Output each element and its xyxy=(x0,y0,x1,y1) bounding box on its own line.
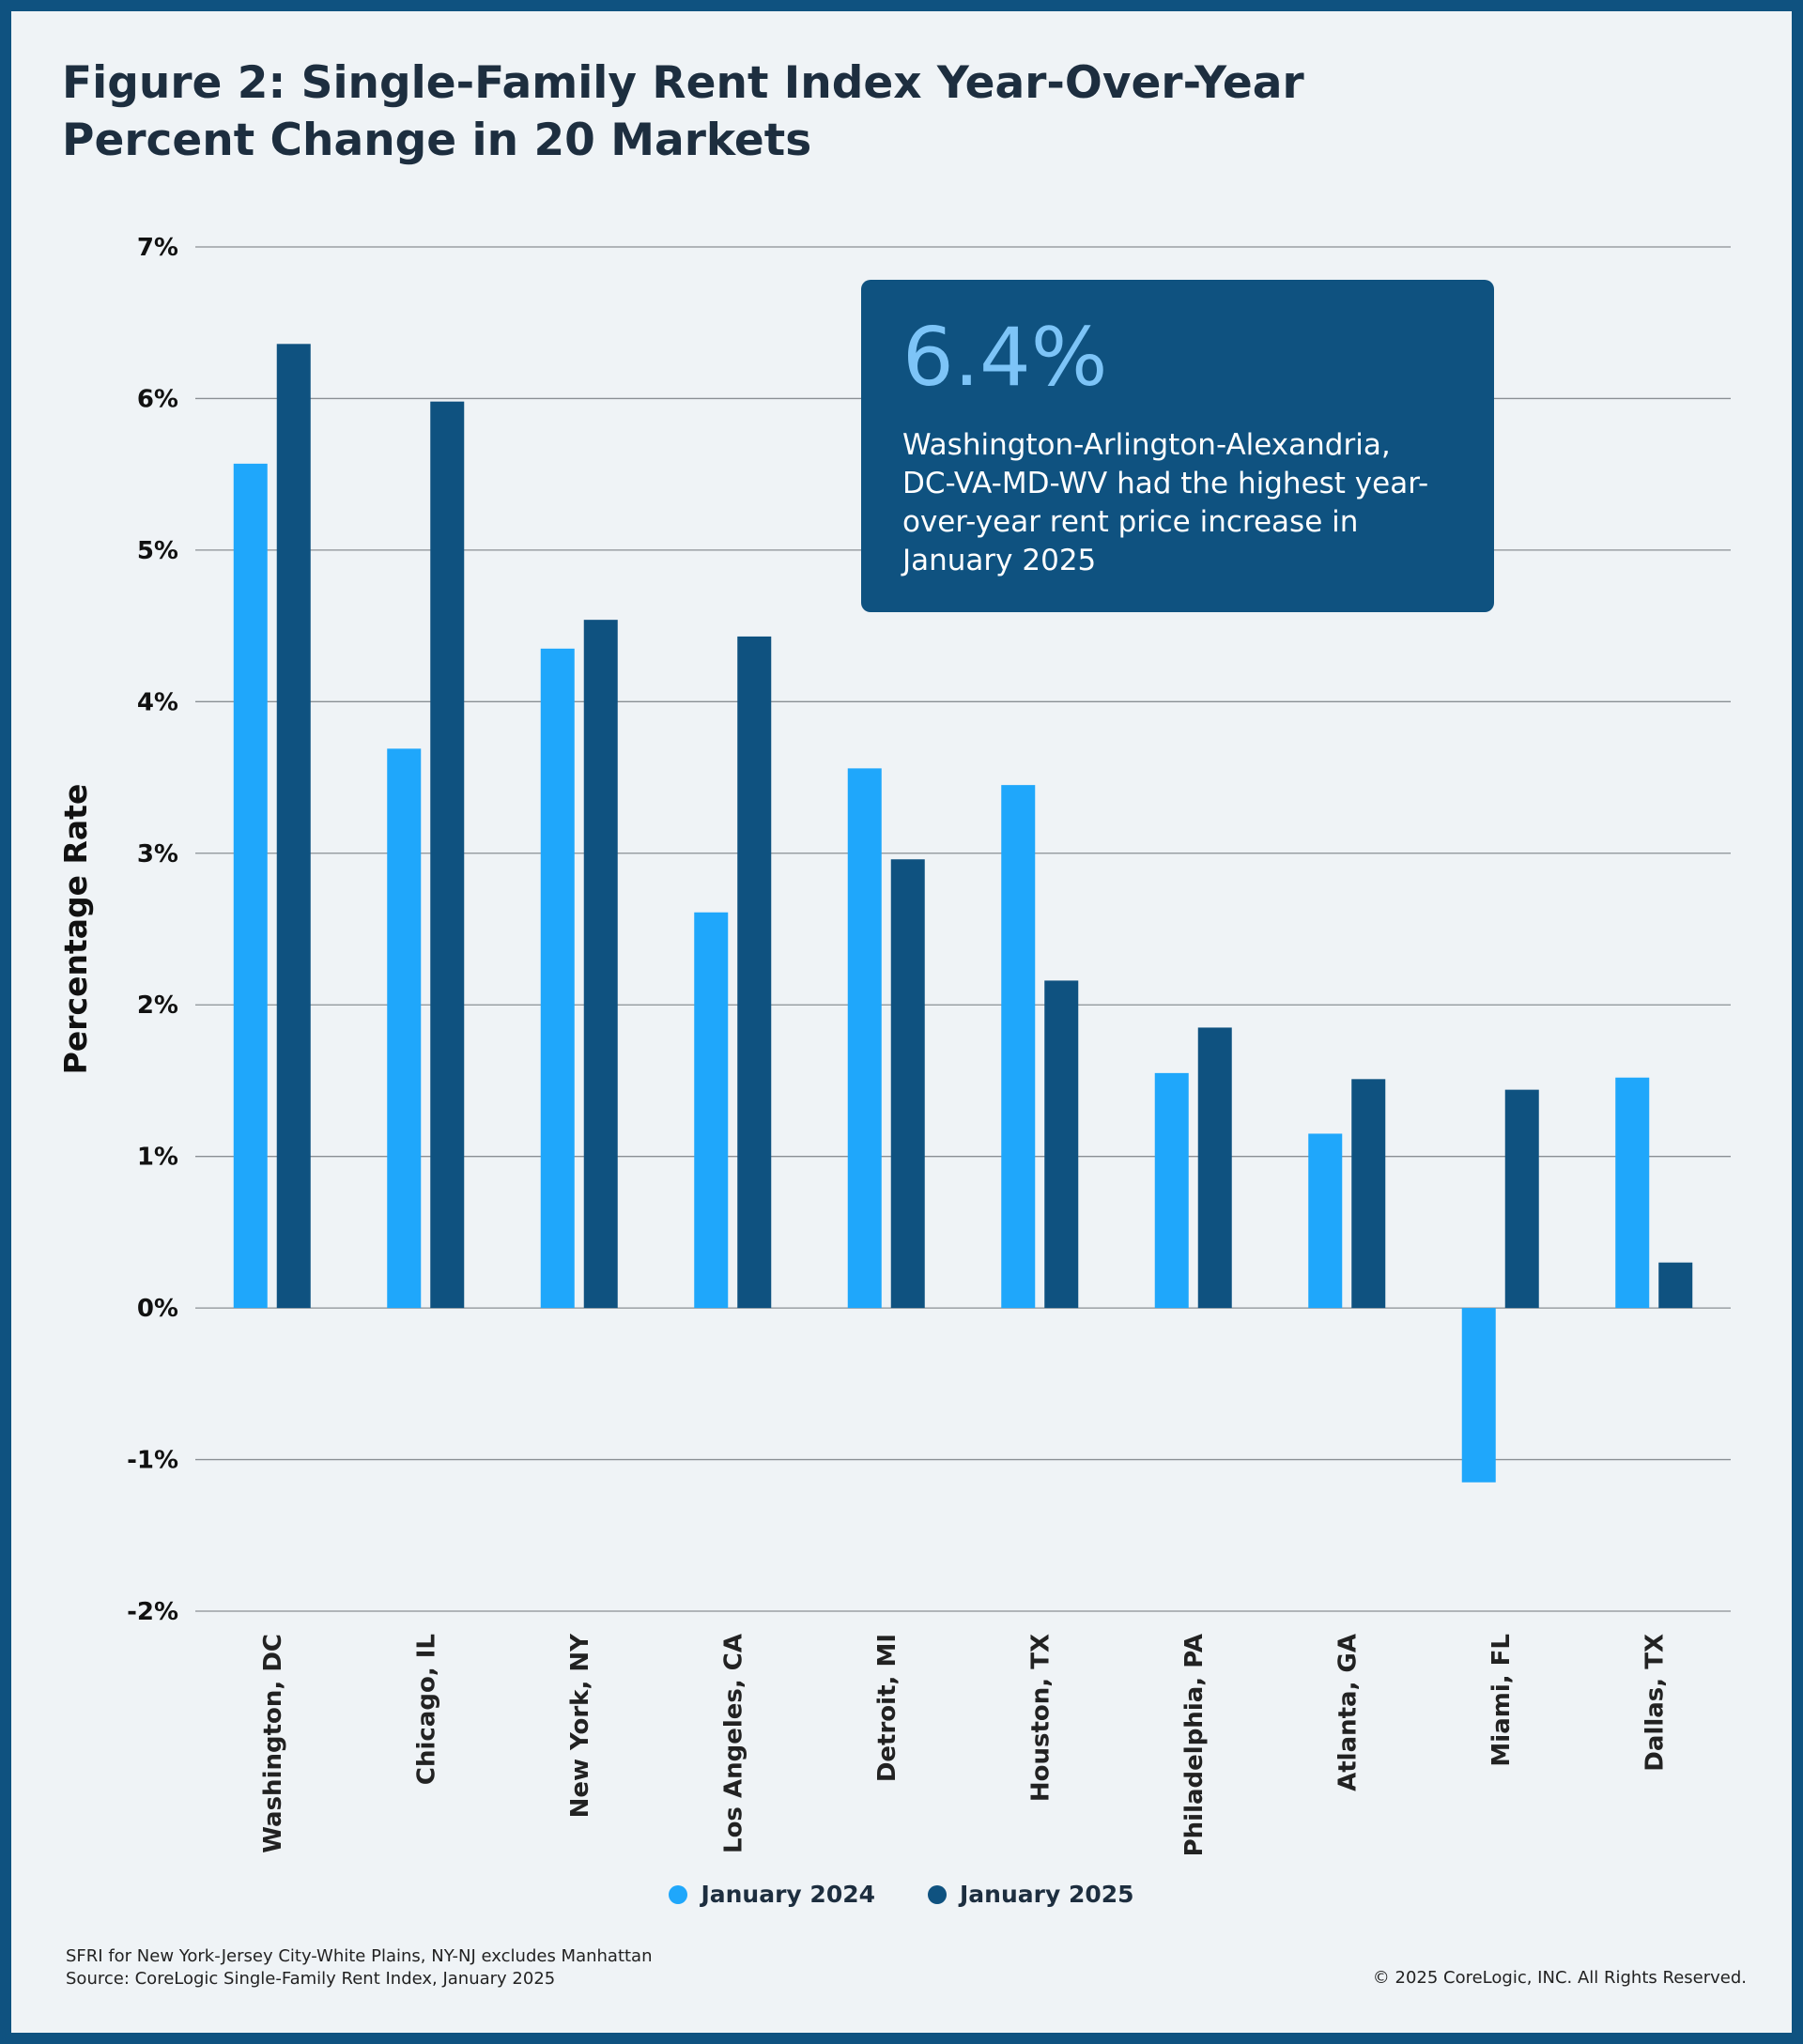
title-line-1: Figure 2: Single-Family Rent Index Year-… xyxy=(62,57,1304,109)
bar xyxy=(1001,785,1036,1309)
legend-label-2024: January 2024 xyxy=(701,1881,875,1908)
bar xyxy=(430,401,465,1309)
x-category-label: Detroit, MI xyxy=(873,1634,902,1782)
y-tick-label: 6% xyxy=(137,385,178,413)
bar xyxy=(387,748,422,1309)
bar xyxy=(1461,1308,1496,1483)
bar xyxy=(1658,1262,1693,1309)
title-line-2: Percent Change in 20 Markets xyxy=(62,115,812,167)
x-category-label: New York, NY xyxy=(566,1633,594,1819)
callout-text: Washington-Arlington-Alexandria, DC-VA-M… xyxy=(902,428,1429,577)
legend-item-2024: January 2024 xyxy=(669,1881,875,1908)
legend-label-2025: January 2025 xyxy=(960,1881,1134,1908)
footer-source: Source: CoreLogic Single-Family Rent Ind… xyxy=(66,1969,556,1990)
y-tick-label: 7% xyxy=(137,234,178,262)
x-category-label: Los Angeles, CA xyxy=(719,1634,747,1853)
bar xyxy=(540,648,575,1309)
x-category-label: Dallas, TX xyxy=(1641,1634,1669,1772)
footer-notes: SFRI for New York-Jersey City-White Plai… xyxy=(66,1945,653,1991)
y-tick-label: 1% xyxy=(137,1144,178,1172)
bar xyxy=(1197,1027,1232,1309)
y-axis-label: Percentage Rate xyxy=(57,784,94,1075)
bar xyxy=(890,859,925,1309)
y-tick-label: 3% xyxy=(137,840,178,868)
bar xyxy=(847,768,882,1309)
y-tick-label: 4% xyxy=(137,688,178,716)
y-tick-label: 5% xyxy=(137,537,178,565)
legend-item-2025: January 2025 xyxy=(928,1881,1134,1908)
bar xyxy=(694,912,729,1309)
bar xyxy=(1615,1077,1650,1309)
bar xyxy=(1351,1079,1386,1309)
bar xyxy=(1044,980,1079,1309)
bar xyxy=(1504,1089,1539,1309)
bar xyxy=(233,463,268,1309)
x-category-label: Washington, DC xyxy=(259,1634,287,1853)
x-category-label: Miami, FL xyxy=(1487,1634,1516,1767)
highlight-callout: 6.4% Washington-Arlington-Alexandria, DC… xyxy=(861,280,1494,612)
x-category-label: Philadelphia, PA xyxy=(1180,1634,1209,1856)
callout-value: 6.4% xyxy=(902,311,1108,405)
bar xyxy=(1308,1133,1343,1309)
x-category-label: Chicago, IL xyxy=(412,1634,440,1785)
y-tick-label: 2% xyxy=(137,991,178,1020)
y-tick-label: -1% xyxy=(127,1447,178,1475)
chart-title: Figure 2: Single-Family Rent Index Year-… xyxy=(62,54,1377,169)
chart-legend: January 2024 January 2025 xyxy=(0,1881,1803,1908)
x-category-label: Houston, TX xyxy=(1026,1634,1055,1802)
legend-swatch-2024 xyxy=(669,1884,688,1904)
bar xyxy=(737,636,772,1309)
x-category-label: Atlanta, GA xyxy=(1333,1634,1362,1791)
footer-note-1: SFRI for New York-Jersey City-White Plai… xyxy=(66,1946,653,1966)
bar xyxy=(583,620,618,1309)
footer-copyright: © 2025 CoreLogic, INC. All Rights Reserv… xyxy=(1372,1968,1747,1988)
bar xyxy=(1154,1072,1189,1309)
bar xyxy=(276,344,311,1309)
legend-swatch-2025 xyxy=(928,1884,947,1904)
y-tick-label: -2% xyxy=(127,1598,178,1626)
y-tick-label: 0% xyxy=(137,1295,178,1323)
